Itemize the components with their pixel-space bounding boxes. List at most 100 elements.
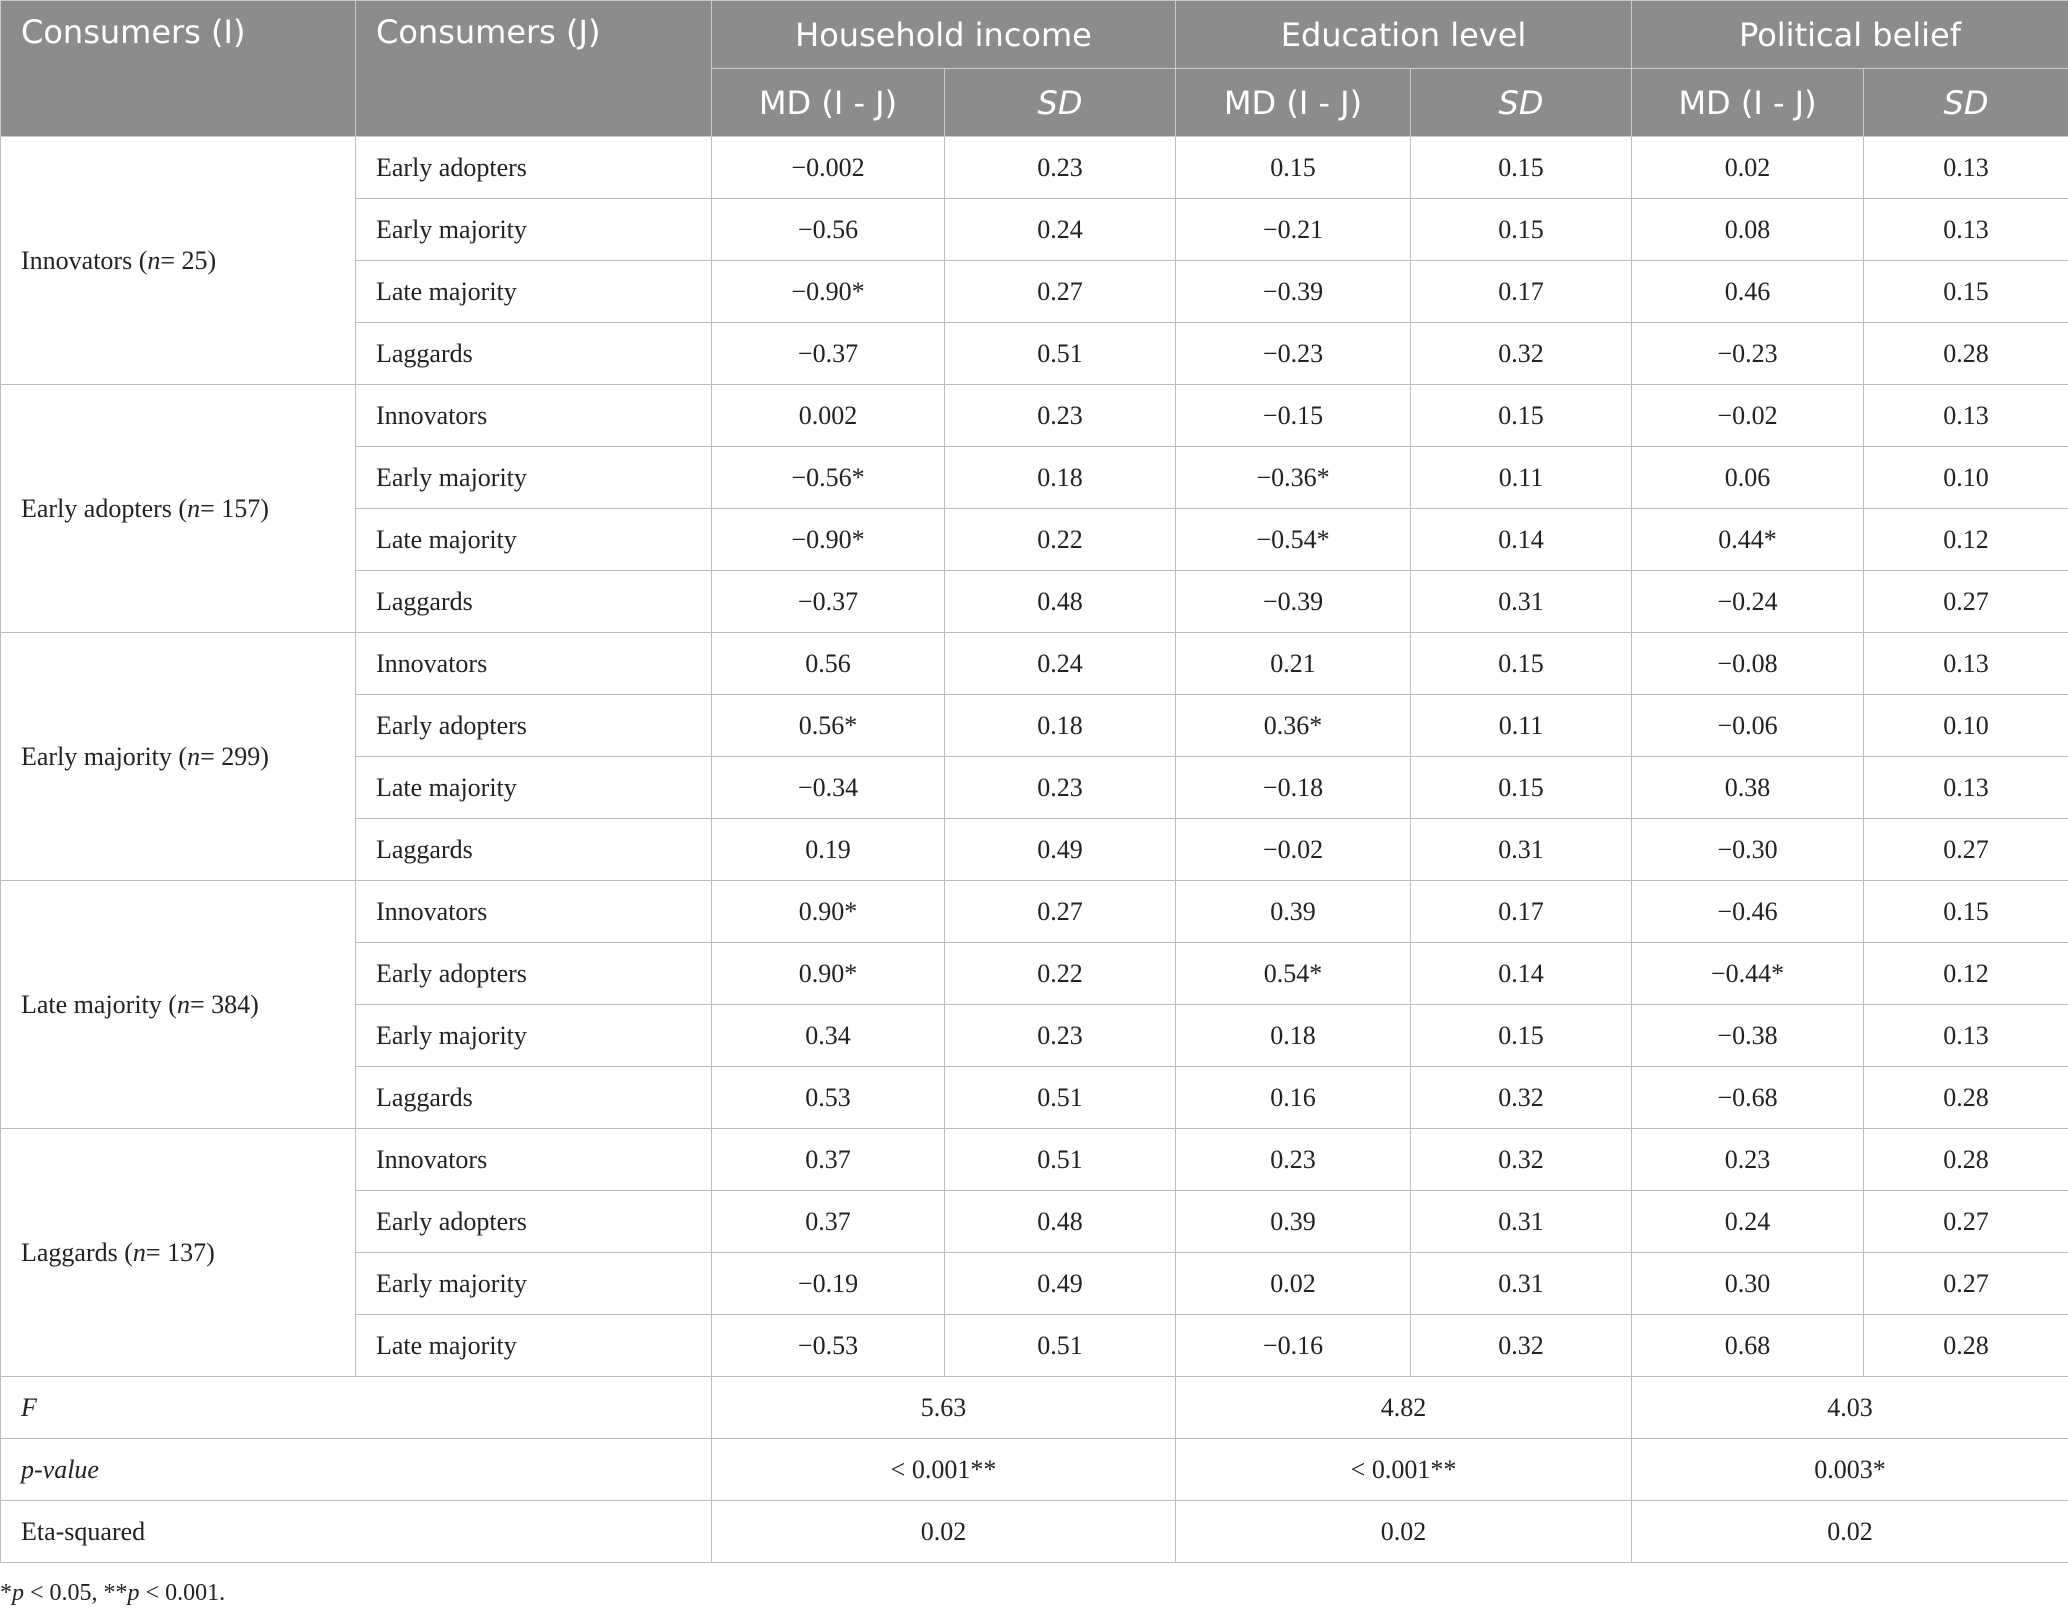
group-n-symbol: n [147,245,161,275]
group-name: Early adopters [21,493,172,523]
income-sd-cell: 0.51 [944,1066,1176,1129]
political-md-cell: −0.46 [1631,880,1865,943]
stat-row: F 5.63 4.82 4.03 [0,1376,2068,1439]
group-n-symbol: n [176,989,190,1019]
education-sd-cell: 0.31 [1409,818,1633,881]
political-sd-cell: 0.13 [1863,384,2068,447]
political-sd-cell: 0.13 [1863,632,2068,695]
income-sd-cell: 0.22 [944,942,1176,1005]
political-sd-cell: 0.13 [1863,756,2068,819]
table-row: Laggards −0.37 0.51 −0.23 0.32 −0.23 0.28 [1,322,2068,385]
group-name: Late majority [21,989,162,1019]
table-row: Early majority −0.19 0.49 0.02 0.31 0.30 0.27 [1,1252,2068,1315]
income-sd-cell: 0.49 [944,818,1176,881]
political-sd-cell: 0.12 [1863,942,2068,1005]
income-sd-cell: 0.24 [944,632,1176,695]
political-sd-cell: 0.27 [1863,570,2068,633]
comparison-group-cell: Laggards [355,570,712,633]
income-stat-cell: 5.63 [711,1376,1176,1439]
group-paren-close: ) [250,989,259,1019]
education-sd-cell: 0.15 [1409,1004,1633,1067]
table-row: Early majority (n= 299) Innovators 0.56 0.2… [0,632,2068,881]
education-sd-cell: 0.31 [1409,570,1633,633]
education-sd-cell: 0.32 [1409,322,1633,385]
education-md-cell: −0.21 [1175,198,1411,261]
comparison-group-cell: Early adopters [355,136,712,199]
education-md-cell: −0.15 [1175,384,1411,447]
political-sd-cell: 0.10 [1863,446,2068,509]
group-label-cell: Laggards (n= 137) [0,1128,356,1377]
political-sd-cell: 0.28 [1863,1066,2068,1129]
group-paren-open: ( [161,989,177,1019]
income-md-cell: 0.34 [711,1004,945,1067]
political-sd-cell: 0.28 [1863,1314,2068,1377]
footnote-p-symbol-2: p [127,1580,140,1606]
income-sd-cell: 0.23 [944,384,1176,447]
education-sd-cell: 0.15 [1409,756,1633,819]
education-sd-cell: 0.14 [1409,508,1633,571]
education-sd-cell: 0.11 [1409,694,1633,757]
comparison-group-cell: Early adopters [355,1190,712,1253]
income-md-cell: −0.56* [711,446,945,509]
table-row: Late majority −0.53 0.51 −0.16 0.32 0.68 0.28 [1,1314,2068,1377]
stat-label-cell: p-value [0,1438,712,1501]
political-md-cell: 0.68 [1631,1314,1865,1377]
political-sd-cell: 0.28 [1863,1128,2068,1191]
table-row: Laggards (n= 137) Innovators 0.37 0.51 0.23 0… [0,1128,2068,1377]
footnote-threshold-2: < 0.001. [139,1580,226,1606]
income-sd-cell: 0.27 [944,880,1176,943]
header-political-sd: SD [1863,68,2068,137]
education-md-cell: −0.23 [1175,322,1411,385]
income-md-cell: −0.90* [711,260,945,323]
education-md-cell: 0.54* [1175,942,1411,1005]
education-md-cell: −0.54* [1175,508,1411,571]
comparison-group-cell: Innovators [355,880,712,943]
education-sd-cell: 0.32 [1409,1314,1633,1377]
income-sd-cell: 0.49 [944,1252,1176,1315]
education-sd-cell: 0.15 [1409,198,1633,261]
education-sd-cell: 0.15 [1409,136,1633,199]
political-sd-cell: 0.13 [1863,198,2068,261]
header-education-md: MD (I - J) [1175,68,1411,137]
footnote-threshold-1: < 0.05, ** [24,1580,128,1606]
posthoc-comparison-table: Consumers (I) Consumers (J) Household in… [0,0,2068,1563]
education-md-cell: −0.16 [1175,1314,1411,1377]
income-stat-cell: 0.02 [711,1500,1176,1563]
income-sd-cell: 0.48 [944,570,1176,633]
political-md-cell: −0.30 [1631,818,1865,881]
comparison-group-cell: Late majority [355,260,712,323]
table-row: Early majority −0.56* 0.18 −0.36* 0.11 0.06 0.… [1,446,2068,509]
header-household-income: Household income [711,0,1176,69]
income-md-cell: −0.90* [711,508,945,571]
education-md-cell: 0.39 [1175,1190,1411,1253]
education-stat-cell: 0.02 [1174,1500,1633,1563]
income-sd-cell: 0.51 [944,322,1176,385]
table-row: Innovators (n= 25) Early adopters −0.002 0.… [0,136,2068,385]
political-sd-cell: 0.15 [1863,880,2068,943]
table-row: Early adopters (n= 157) Innovators 0.002 0.… [0,384,2068,633]
income-md-cell: −0.002 [711,136,945,199]
comparison-group-cell: Early majority [355,446,712,509]
table-footnote: *p < 0.05, **p < 0.001. [0,1580,225,1607]
income-md-cell: −0.56 [711,198,945,261]
table-row: Laggards −0.37 0.48 −0.39 0.31 −0.24 0.27 [1,570,2068,633]
political-md-cell: 0.30 [1631,1252,1865,1315]
group-paren-open: ( [171,493,188,523]
education-md-cell: 0.39 [1175,880,1411,943]
group-name: Laggards [21,1237,118,1267]
comparison-group-cell: Laggards [355,1066,712,1129]
comparison-group-cell: Innovators [355,384,712,447]
education-md-cell: 0.02 [1175,1252,1411,1315]
income-md-cell: 0.37 [711,1128,945,1191]
political-sd-cell: 0.12 [1863,508,2068,571]
education-sd-cell: 0.15 [1409,384,1633,447]
table-row: Late majority −0.90* 0.22 −0.54* 0.14 0.44* 0.… [1,508,2068,571]
political-md-cell: 0.44* [1631,508,1865,571]
table-row: Laggards 0.53 0.51 0.16 0.32 −0.68 0.28 [1,1066,2068,1129]
education-sd-cell: 0.31 [1409,1252,1633,1315]
education-stat-cell: < 0.001** [1174,1438,1633,1501]
group-label-cell: Innovators (n= 25) [0,136,356,385]
group-n-value: = 137 [145,1237,207,1267]
political-sd-cell: 0.27 [1863,1252,2068,1315]
table-row: Late majority −0.90* 0.27 −0.39 0.17 0.46 0.15 [1,260,2068,323]
